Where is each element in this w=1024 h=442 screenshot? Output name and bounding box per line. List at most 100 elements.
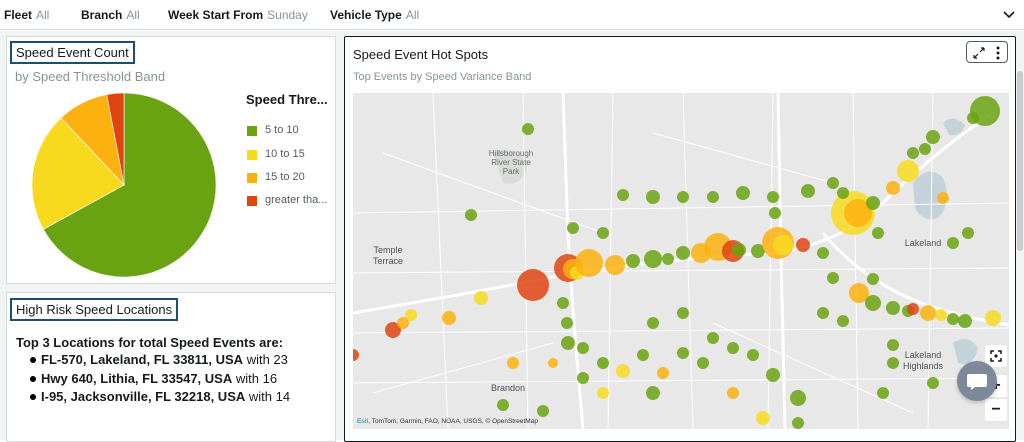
map-fullscreen-button[interactable] [985,345,1007,367]
pie-slice-1[interactable] [31,117,125,230]
hotspot-bubble[interactable] [567,222,579,234]
hotspot-bubble[interactable] [877,387,889,399]
hotspot-bubble[interactable] [769,207,781,219]
hotspot-bubble[interactable] [827,177,839,189]
hotspot-bubble[interactable] [605,255,625,275]
chevron-down-icon[interactable] [1002,7,1016,21]
hotspot-bubble[interactable] [537,405,549,417]
hotspot-bubble[interactable] [747,349,759,361]
hotspot-bubble[interactable] [801,184,815,198]
hotspot-bubble[interactable] [837,187,849,199]
hotspot-bubble[interactable] [353,349,359,361]
hotspot-bubble[interactable] [676,246,690,260]
hotspot-bubble[interactable] [397,317,409,329]
hotspot-bubble[interactable] [756,411,770,425]
hotspot-bubble[interactable] [497,399,509,411]
hotspot-bubble[interactable] [561,317,573,329]
pie-slice-3[interactable] [106,92,125,186]
hotspot-bubble[interactable] [626,254,640,268]
hotspot-bubble[interactable] [517,269,549,301]
hotspot-bubble[interactable] [637,349,649,361]
hotspot-bubble[interactable] [872,227,884,239]
hotspot-bubble[interactable] [657,367,669,379]
hotspot-bubble[interactable] [792,417,804,429]
hotspot-bubble[interactable] [732,243,746,257]
hotspot-bubble[interactable] [790,390,806,406]
hotspot-bubble[interactable] [897,160,919,182]
hotspot-bubble[interactable] [697,357,709,369]
hotspot-bubble[interactable] [677,307,689,319]
hotspot-bubble[interactable] [616,364,630,378]
hotspot-bubble[interactable] [967,112,979,124]
hotspot-bubble[interactable] [662,253,674,265]
hotspot-bubble[interactable] [947,313,959,325]
zoom-out-button[interactable]: − [985,399,1007,421]
hotspot-bubble[interactable] [767,191,779,203]
hotspot-bubble[interactable] [577,342,589,354]
hotspot-bubble[interactable] [736,186,750,200]
hotspot-bubble[interactable] [465,209,477,221]
hotspot-bubble[interactable] [817,247,829,259]
hotspot-bubble[interactable] [962,227,974,239]
page-scrollbar[interactable] [1016,31,1024,440]
hotspot-bubble[interactable] [727,342,739,354]
hotspot-bubble[interactable] [844,199,872,227]
hotspot-bubble[interactable] [886,181,900,195]
hotspot-bubble[interactable] [677,347,689,359]
hotspot-bubble[interactable] [837,315,849,327]
hotspot-bubble[interactable] [647,317,659,329]
hotspot-bubble[interactable] [985,310,1001,326]
hotspot-bubble[interactable] [867,273,879,285]
hotspot-bubble[interactable] [548,358,558,368]
hotspot-bubble[interactable] [866,196,880,210]
hotspot-bubble[interactable] [522,123,534,135]
hotspot-bubble[interactable] [920,305,936,321]
hotspot-bubble[interactable] [474,291,488,305]
filter-branch[interactable]: Branch All [81,8,140,22]
hotspot-bubble[interactable] [907,147,919,159]
hotspot-bubble[interactable] [935,309,947,321]
hotspot-bubble[interactable] [507,357,519,369]
hotspot-bubble[interactable] [617,189,629,201]
hotspot-bubble[interactable] [887,357,899,369]
hotspot-bubble[interactable] [958,314,972,328]
hotspot-bubble[interactable] [927,377,939,389]
hotspot-bubble[interactable] [907,303,919,315]
chat-button[interactable] [957,361,997,401]
expand-icon[interactable] [970,44,988,62]
hotspot-bubble[interactable] [773,235,793,255]
hotspot-bubble[interactable] [646,386,660,400]
hotspot-bubble[interactable] [849,283,869,303]
hotspot-bubble[interactable] [707,332,719,344]
hotspot-bubble[interactable] [827,272,839,284]
hotspot-bubble[interactable] [766,368,780,382]
hotspot-bubble[interactable] [947,237,959,249]
hotspot-bubble[interactable] [597,227,609,239]
hotspot-bubble[interactable] [937,192,949,204]
hotspot-bubble[interactable] [817,307,829,319]
hotspot-bubble[interactable] [919,143,931,155]
attribution-esri[interactable]: Esri [357,418,369,425]
filter-fleet[interactable]: Fleet All [4,8,49,22]
map-attribution[interactable]: Esri, TomTom, Garmin, FAO, NOAA, USGS, ©… [357,418,538,425]
hotspot-bubble[interactable] [886,301,900,315]
hotspot-bubble[interactable] [644,250,662,268]
filter-week-start[interactable]: Week Start From Sunday [168,8,308,22]
hotspot-bubble[interactable] [727,387,739,399]
more-options-icon[interactable] [991,44,1005,62]
hotspot-bubble[interactable] [597,357,609,369]
hotspot-bubble[interactable] [887,339,899,351]
hotspot-bubble[interactable] [405,309,417,321]
filter-vehicle-type[interactable]: Vehicle Type All [330,8,419,22]
scrollbar-thumb[interactable] [1017,71,1023,251]
hotspot-bubble[interactable] [796,238,810,252]
map-view[interactable]: Hillsborough River State Park Temple Ter… [353,93,1009,429]
hotspot-bubble[interactable] [707,191,719,203]
hotspot-bubble[interactable] [442,311,456,325]
hotspot-bubble[interactable] [865,295,881,311]
hotspot-bubble[interactable] [557,297,569,309]
hotspot-bubble[interactable] [385,322,401,338]
hotspot-bubble[interactable] [577,372,589,384]
hotspot-bubble[interactable] [677,191,689,203]
hotspot-bubble[interactable] [597,387,609,399]
